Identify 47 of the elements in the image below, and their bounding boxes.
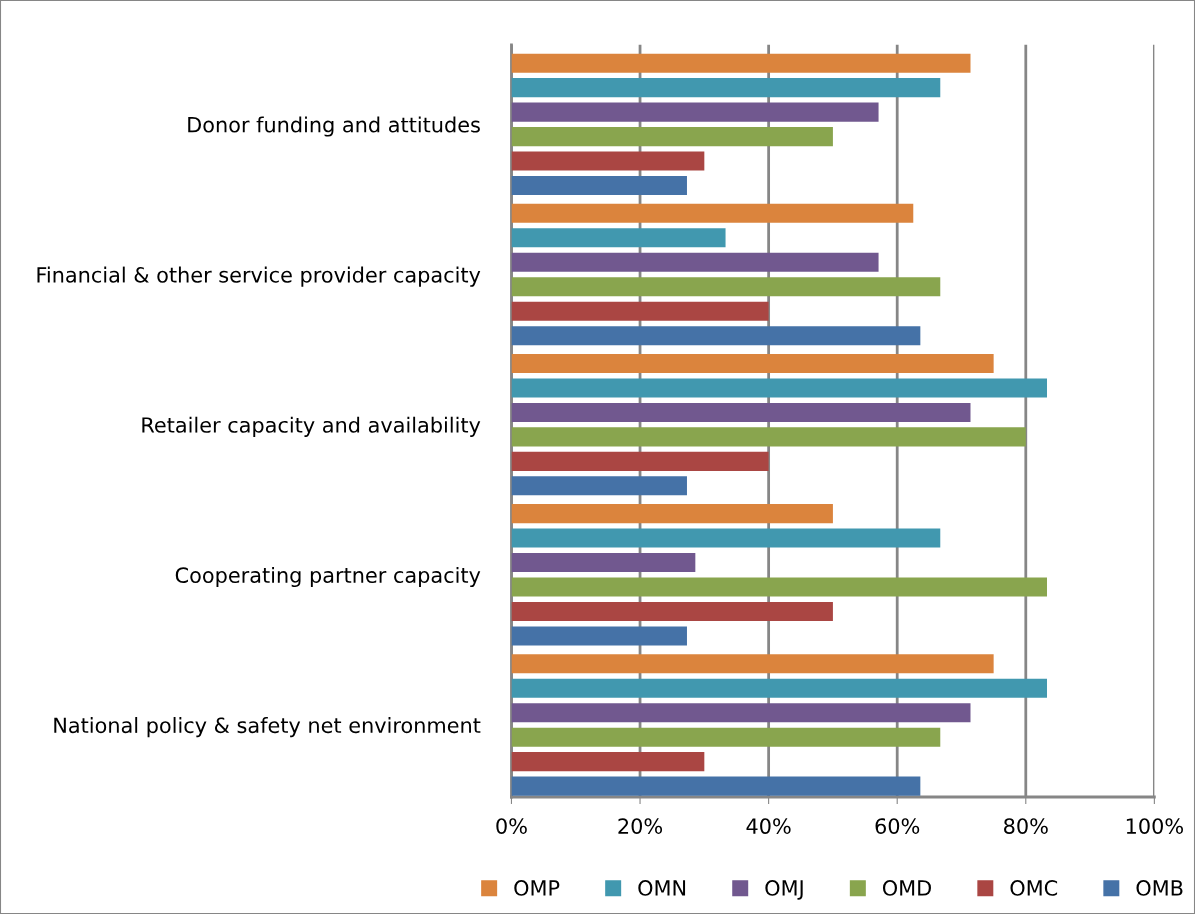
x-tick-label: 80% xyxy=(1004,818,1048,834)
bar xyxy=(511,528,941,548)
bar xyxy=(511,654,994,674)
bar xyxy=(511,353,994,373)
bar xyxy=(511,626,687,646)
y-tick-label: Financial & other service provider capacity xyxy=(37,266,481,287)
bar xyxy=(511,776,921,796)
bar xyxy=(511,326,921,346)
bar xyxy=(511,504,833,524)
legend-label: OMN xyxy=(638,880,686,896)
bar xyxy=(511,451,769,471)
bar xyxy=(511,151,705,171)
bar xyxy=(511,727,941,747)
bar xyxy=(511,127,833,147)
bar xyxy=(511,277,941,297)
bar xyxy=(511,678,1047,698)
x-tick-label: 0% xyxy=(496,818,527,834)
bar xyxy=(511,601,833,622)
legend-label: OMJ xyxy=(765,880,803,900)
y-tick-label: Retailer capacity and availability xyxy=(142,416,481,437)
x-tick-label: 40% xyxy=(746,818,791,834)
bar xyxy=(511,427,1026,447)
legend-label: OMB xyxy=(1136,880,1183,896)
bar xyxy=(511,577,1047,597)
bar xyxy=(511,252,879,272)
x-tick-label: 60% xyxy=(875,818,920,834)
bar xyxy=(511,78,941,98)
bar xyxy=(511,176,687,196)
bar xyxy=(511,378,1047,398)
x-tick-label: 20% xyxy=(618,818,663,834)
bar xyxy=(511,53,971,73)
y-tick-label: National policy & safety net environment xyxy=(54,717,481,738)
legend-label: OMD xyxy=(882,880,931,896)
bar xyxy=(511,402,971,422)
bar xyxy=(511,301,769,321)
bar xyxy=(511,203,914,223)
bar xyxy=(511,752,705,772)
bar xyxy=(511,228,726,248)
bar xyxy=(511,553,696,573)
y-tick-label: Cooperating partner capacity xyxy=(175,566,481,588)
legend-label: OMP xyxy=(514,880,560,896)
bar xyxy=(511,476,687,496)
y-tick-label: Donor funding and attitudes xyxy=(188,116,480,137)
bar xyxy=(511,703,971,723)
legend-label: OMC xyxy=(1010,880,1058,896)
x-tick-label: 100% xyxy=(1126,818,1183,834)
bar xyxy=(511,102,879,122)
